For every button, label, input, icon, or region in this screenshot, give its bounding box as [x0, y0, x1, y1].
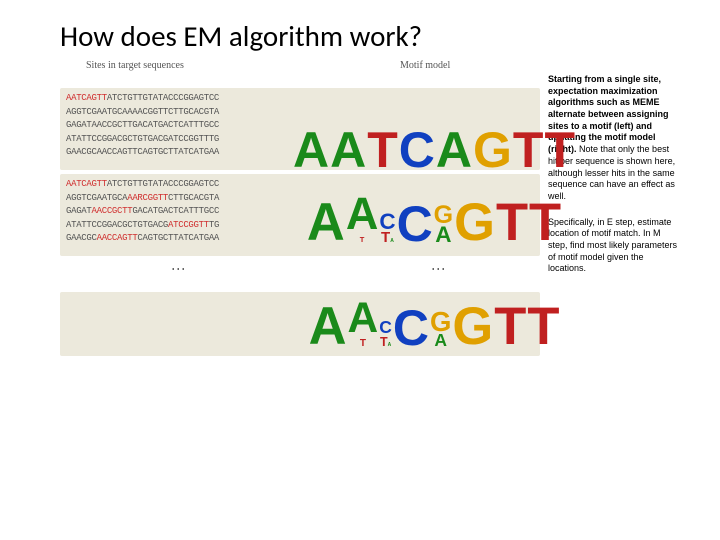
iteration-panel: AATCAGTTATCTGTTGTATACCCGGAGTCCAGGTCGAATG…	[60, 174, 540, 256]
iteration-panel: AATCAGTTATCTGTTGTATACCCGGAGTCCAGGTCGAATG…	[60, 88, 540, 170]
caption-p3: Specifically, in E step, estimate locati…	[548, 217, 680, 275]
panel-headers: Sites in target sequences Motif model	[60, 60, 540, 74]
ellipsis-icon: ⋮	[170, 262, 184, 279]
motif-logo: AATCAGTT	[344, 124, 524, 170]
caption-column: Starting from a single site, expectation…	[548, 74, 680, 360]
figure: Sites in target sequences Motif model AA…	[60, 74, 540, 360]
final-logo-panel: AATCTACGAGTT	[60, 292, 540, 356]
header-model: Motif model	[400, 60, 450, 71]
slide: How does EM algorithm work? Sites in tar…	[0, 0, 720, 540]
slide-title: How does EM algorithm work?	[60, 18, 680, 54]
final-motif-logo: AATCTACGAGTT	[344, 302, 524, 348]
ellipsis-icon: ⋮	[430, 262, 444, 279]
ellipsis-row: ⋮ ⋮	[60, 262, 540, 288]
motif-logo: AATCTACGAGTT	[344, 198, 524, 244]
content-area: Sites in target sequences Motif model AA…	[60, 74, 680, 360]
header-sites: Sites in target sequences	[86, 60, 184, 71]
